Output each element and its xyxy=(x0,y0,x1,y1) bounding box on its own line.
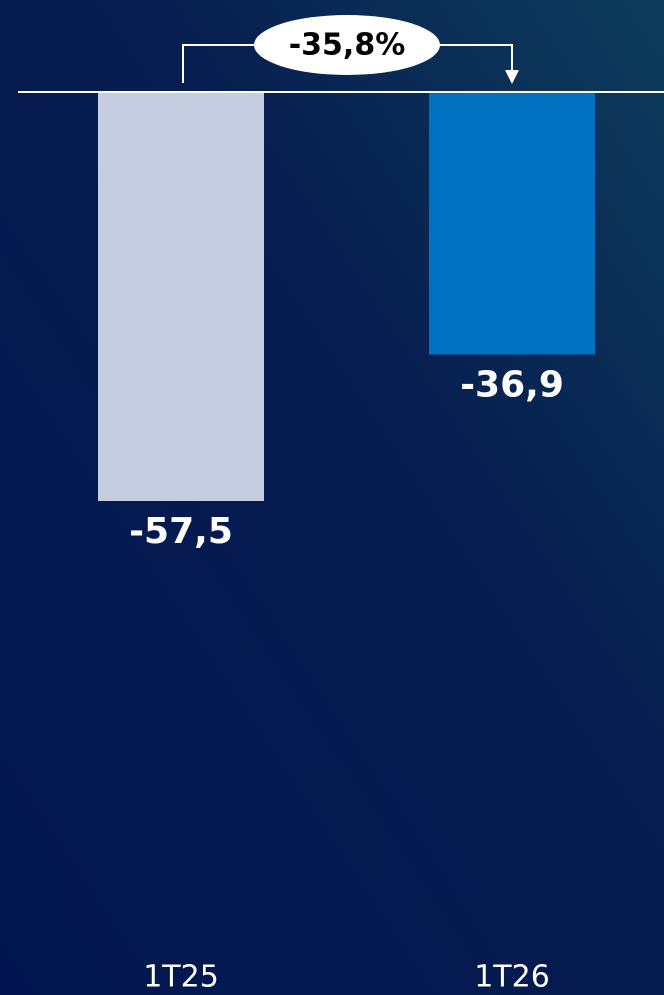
change-arrow xyxy=(505,70,519,84)
value-label: -57,5 xyxy=(129,511,233,552)
bar xyxy=(98,92,264,501)
annotation: -35,8% xyxy=(289,28,406,63)
annotation-bubble xyxy=(254,15,440,75)
x-tick-label: 1T26 xyxy=(474,960,550,995)
plot-area xyxy=(98,92,595,501)
bar xyxy=(429,92,595,355)
value-label: -36,9 xyxy=(460,364,564,405)
x-tick-label: 1T25 xyxy=(143,960,219,995)
